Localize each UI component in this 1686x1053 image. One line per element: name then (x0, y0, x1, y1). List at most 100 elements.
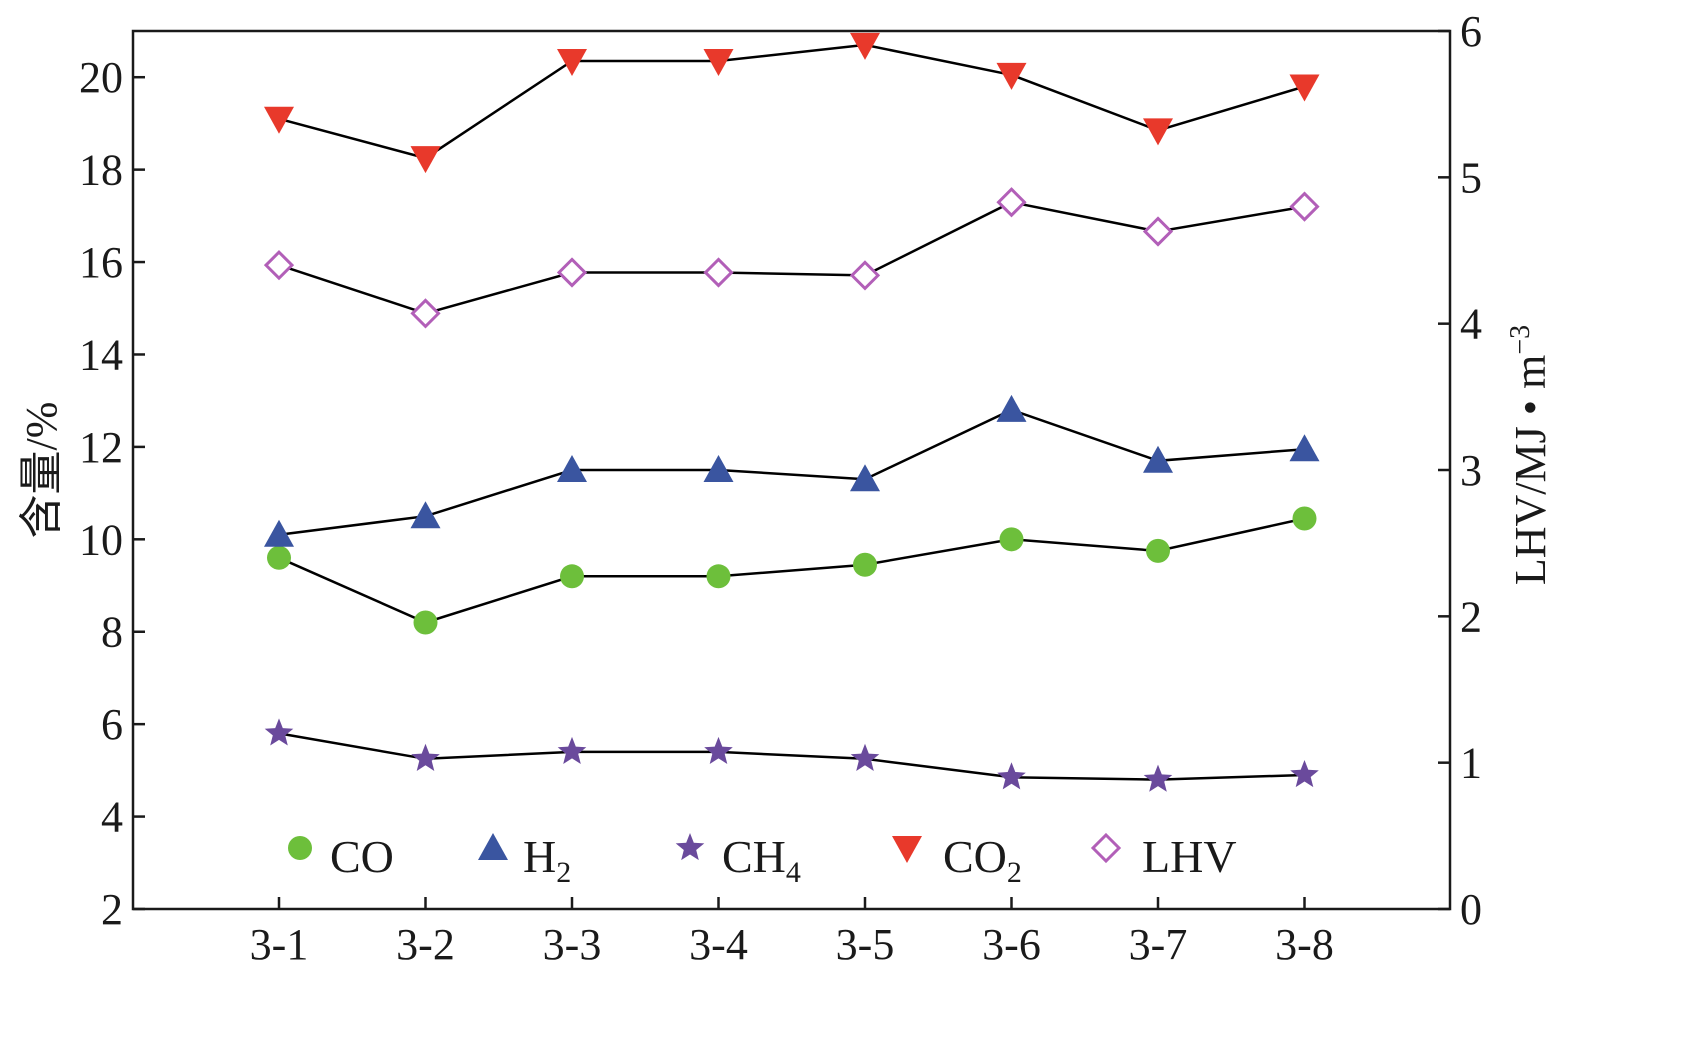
data-point-ch4 (411, 743, 440, 771)
data-point-co (853, 552, 877, 577)
legend-label-base: H (523, 831, 556, 882)
data-point-co (1292, 506, 1317, 531)
y-left-tick-label: 4 (101, 793, 123, 842)
series-line-ch4 (278, 732, 1305, 781)
data-point-ch4 (557, 736, 587, 764)
data-point-lhv (410, 298, 441, 329)
series-line-co (278, 517, 1305, 624)
series-lines-group (278, 43, 1305, 781)
chart-background (0, 0, 1561, 975)
y-left-tick-label: 16 (79, 238, 123, 287)
data-point-ch4 (997, 762, 1026, 790)
legend-item-co: CO (288, 831, 394, 882)
data-point-h2 (557, 455, 587, 482)
y-right-axis-title-base: LHV/MJ • m (1506, 355, 1555, 586)
data-point-co2 (996, 62, 1027, 90)
data-point-co2 (703, 49, 734, 77)
series-line-h2 (278, 408, 1305, 536)
data-point-ch4 (850, 743, 880, 771)
y-left-axis-title: 含量/% (17, 402, 66, 539)
legend-item-lhv: LHV (1090, 831, 1237, 882)
data-point-h2 (1143, 445, 1173, 473)
data-point-co (1146, 538, 1170, 563)
series-markers-group (263, 32, 1320, 792)
data-point-h2 (1289, 434, 1320, 462)
legend-label-sub: 4 (786, 856, 801, 889)
y-left-tick-label: 10 (79, 515, 123, 564)
data-point-co (999, 527, 1024, 552)
data-point-ch4 (264, 718, 294, 746)
chart-container: 含量/% LHV/MJ • m−3 2 4 6 8 10 12 14 16 18 20 0 1 2 3 4 5… (0, 0, 1561, 975)
y-left-tick-label: 12 (79, 423, 123, 472)
legend-label-ch4: CH4 (722, 831, 801, 889)
data-point-ch4 (1290, 760, 1319, 788)
data-point-co2 (1289, 74, 1320, 102)
x-tick-label: 3-7 (1129, 920, 1188, 969)
legend-item-co2: CO2 (892, 831, 1022, 889)
data-point-co2 (410, 146, 441, 174)
x-tick-label: 3-2 (396, 920, 455, 969)
legend-label-co2: CO2 (943, 831, 1022, 889)
legend-item-ch4: CH4 (675, 831, 801, 889)
y-right-tick-label: 6 (1460, 7, 1482, 56)
y-left-tick-label: 2 (101, 885, 123, 934)
data-point-co2 (557, 49, 587, 77)
y-left-tick-label: 8 (101, 608, 123, 657)
data-point-ch4 (1143, 764, 1173, 792)
y-left-tick-label: 6 (101, 700, 123, 749)
legend-marker-lhv (1090, 832, 1122, 864)
data-point-lhv (849, 260, 881, 291)
legend-label-co: CO (330, 831, 394, 882)
data-point-h2 (264, 519, 294, 547)
data-point-lhv (703, 257, 734, 288)
legend: CO H2 CH4 CO2 LHV (288, 831, 1237, 889)
y-right-axis-title: LHV/MJ • m−3 (1505, 325, 1555, 585)
y-left-tick-label: 14 (79, 330, 123, 379)
series-line-lhv (278, 200, 1305, 315)
data-point-lhv (996, 187, 1027, 218)
legend-label-sub: 2 (1007, 856, 1022, 889)
y-left-tick-label: 18 (79, 146, 123, 195)
gas-composition-line-chart: 含量/% LHV/MJ • m−3 2468101214161820012345… (0, 0, 1561, 975)
legend-item-h2: H2 (478, 831, 571, 889)
data-point-lhv (1289, 191, 1320, 222)
data-point-co2 (264, 106, 294, 134)
data-point-co2 (1143, 118, 1173, 146)
y-right-tick-label: 2 (1460, 592, 1482, 641)
y-right-tick-label: 4 (1460, 300, 1482, 349)
series-line-co2 (278, 43, 1305, 160)
data-point-co (706, 564, 731, 589)
y-right-tick-label: 5 (1460, 153, 1482, 202)
y-left-tick-label: 20 (79, 53, 123, 102)
data-point-co (560, 564, 584, 589)
y-right-tick-label: 1 (1460, 739, 1482, 788)
data-point-lhv (1142, 216, 1174, 247)
legend-marker-h2 (478, 833, 508, 860)
legend-label-base: CO (330, 831, 394, 882)
data-point-co (267, 545, 291, 570)
data-point-co (413, 610, 438, 635)
data-point-h2 (703, 455, 734, 482)
data-point-lhv (263, 250, 295, 281)
legend-label-base: CH (722, 831, 786, 882)
x-tick-label: 3-5 (836, 920, 895, 969)
data-point-h2 (850, 464, 880, 492)
data-point-lhv (556, 257, 588, 288)
y-right-tick-label: 3 (1460, 446, 1482, 495)
data-point-ch4 (704, 736, 733, 764)
legend-marker-co (288, 836, 312, 860)
y-right-tick-label: 0 (1460, 885, 1482, 934)
legend-label-sub: 2 (556, 856, 571, 889)
legend-label-base: CO (943, 831, 1007, 882)
x-tick-label: 3-8 (1275, 920, 1334, 969)
legend-marker-ch4 (675, 833, 705, 861)
x-tick-label: 3-3 (543, 920, 602, 969)
legend-label-h2: H2 (523, 831, 571, 889)
x-tick-label: 3-4 (689, 920, 748, 969)
data-point-h2 (410, 501, 441, 529)
data-point-co2 (850, 32, 880, 60)
y-right-axis-title-sup: −3 (1505, 325, 1536, 355)
legend-marker-co2 (892, 836, 922, 863)
legend-label-lhv: LHV (1142, 831, 1237, 882)
